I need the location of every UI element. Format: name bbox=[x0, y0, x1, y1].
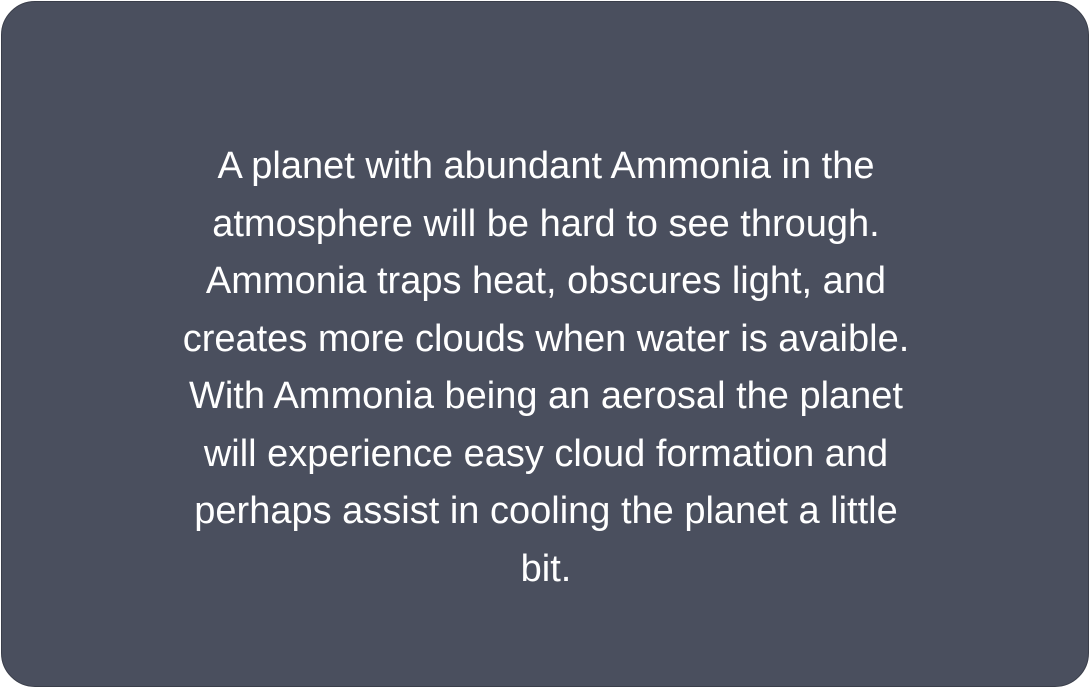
paragraph-line: creates more clouds when water is avaibl… bbox=[182, 317, 910, 360]
paragraph-line: will experience easy cloud formation and bbox=[203, 432, 889, 475]
paragraph-line: With Ammonia being an aerosal the planet bbox=[189, 375, 903, 417]
ammonia-paragraph: A planet with abundant Ammonia in the at… bbox=[98, 138, 994, 598]
paragraph-line: A planet with abundant Ammonia in the bbox=[217, 145, 875, 187]
paragraph-line: Ammonia traps heat, obscures light, and bbox=[205, 260, 887, 302]
paragraph-line: atmosphere will be hard to see through. bbox=[212, 202, 880, 245]
paragraph-line: perhaps assist in cooling the planet a l… bbox=[194, 490, 898, 532]
paragraph-line: bit. bbox=[520, 547, 572, 590]
